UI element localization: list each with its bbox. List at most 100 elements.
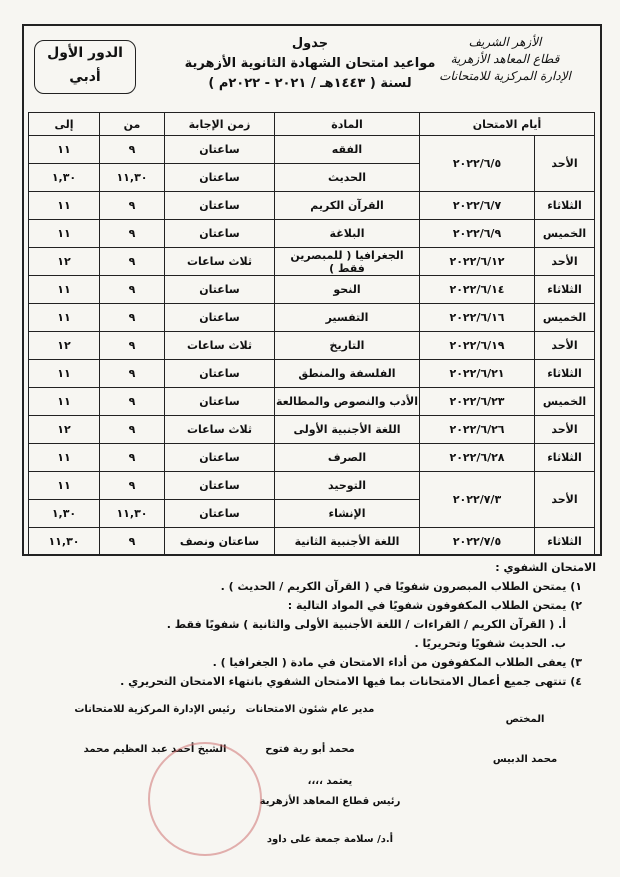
date: ٢٠٢٢/٦/٢١ bbox=[418, 359, 536, 388]
subject: التفسير bbox=[274, 303, 420, 332]
subject: الفقه bbox=[274, 135, 420, 164]
note: ٢) يمتحن الطلاب المكفوفون شفويًا في المو… bbox=[287, 599, 582, 612]
subject: البلاغة bbox=[274, 219, 420, 248]
date: ٢٠٢٢/٦/٥ bbox=[418, 135, 536, 192]
subject: التاريخ bbox=[274, 331, 420, 360]
end-time: ١١ bbox=[28, 135, 100, 164]
duration: ثلاث ساعات bbox=[164, 247, 275, 276]
duration: ساعتان bbox=[164, 135, 275, 164]
table-row: الثلاثاء ٢٠٢٢/٦/٢١ الفلسفة والمنطق ساعتان ٩ ١… bbox=[28, 359, 596, 388]
subject: اللغة الأجنبية الثانية bbox=[274, 527, 420, 556]
notes-heading: الامتحان الشفوي : bbox=[495, 561, 596, 574]
start-time: ٩ bbox=[99, 219, 165, 248]
subject: التوحيد bbox=[274, 471, 420, 500]
table-row: الإنشاء ساعتان ١١,٣٠ ١,٣٠ bbox=[28, 499, 595, 528]
start-time: ٩ bbox=[99, 247, 165, 276]
table-row: الأحد ٢٠٢٢/٦/٥ الفقه ساعتان ٩ ١١ bbox=[28, 135, 596, 192]
duration: ساعتان bbox=[164, 163, 275, 192]
notes: الامتحان الشفوي : ١) يمتحن الطلاب المبصرو… bbox=[26, 558, 596, 691]
approval-role: رئيس قطاع المعاهد الأزهرية bbox=[259, 796, 401, 807]
note: ٤) تنتهى جميع أعمال الامتحانات بما فيها … bbox=[120, 675, 582, 688]
start-time: ٩ bbox=[99, 415, 165, 444]
end-time: ١٢ bbox=[28, 415, 100, 444]
start-time: ٩ bbox=[99, 135, 165, 164]
subject: القرآن الكريم bbox=[274, 191, 420, 220]
approval-name: أ.د/ سلامة جمعة على داود bbox=[266, 834, 394, 845]
day: الخميس bbox=[534, 219, 596, 248]
date: ٢٠٢٢/٦/٢٨ bbox=[418, 443, 536, 472]
start-time: ٩ bbox=[99, 471, 165, 500]
institution: الأزهر الشريف قطاع المعاهد الأزهرية الإد… bbox=[430, 34, 580, 85]
day: الأحد bbox=[534, 331, 596, 360]
start-time: ٩ bbox=[99, 359, 165, 388]
duration: ساعتان bbox=[164, 275, 275, 304]
end-time: ١١ bbox=[28, 275, 100, 304]
start-time: ٩ bbox=[99, 331, 165, 360]
day: الأحد bbox=[534, 471, 596, 528]
table-row: الأحد ٢٠٢٢/٦/٢٦ اللغة الأجنبية الأولى ثلاث … bbox=[28, 415, 596, 444]
note: ب. الحديث شفويًا وتحريريًا . bbox=[414, 637, 566, 650]
column-header: المادة bbox=[274, 112, 420, 136]
end-time: ١٢ bbox=[28, 247, 100, 276]
title-line: لسنة ( ١٤٤٣هـ / ٢٠٢١ - ٢٠٢٢م ) bbox=[208, 76, 412, 91]
signature-role: المختص bbox=[505, 714, 545, 725]
start-time: ١١,٣٠ bbox=[99, 163, 165, 192]
duration: ساعتان bbox=[164, 191, 275, 220]
date: ٢٠٢٢/٦/٧ bbox=[418, 191, 536, 220]
day: الأحد bbox=[534, 247, 596, 276]
duration: ساعتان bbox=[164, 471, 275, 500]
date: ٢٠٢٢/٦/٢٣ bbox=[418, 387, 536, 416]
end-time: ١,٣٠ bbox=[28, 163, 100, 192]
approval: يعتمد ،،،، رئيس قطاع المعاهد الأزهرية أ.… bbox=[245, 772, 415, 850]
date: ٢٠٢٢/٦/١٤ bbox=[418, 275, 536, 304]
end-time: ١١ bbox=[28, 359, 100, 388]
round: الدور الأول bbox=[47, 45, 123, 61]
title-line: مواعيد امتحان الشهادة الثانوية الأزهرية bbox=[184, 56, 436, 71]
table-row: الأحد ٢٠٢٢/٦/١٩ التاريخ ثلاث ساعات ٩ ١٢ bbox=[28, 331, 596, 360]
duration: ساعتان ونصف bbox=[164, 527, 275, 556]
note: ٣) يعفى الطلاب المكفوفون من أداء الامتحا… bbox=[212, 656, 582, 669]
day: الخميس bbox=[534, 303, 596, 332]
signature: المختص محمد الدبيس bbox=[460, 700, 590, 780]
date: ٢٠٢٢/٧/٥ bbox=[418, 527, 536, 556]
institution-line: الإدارة المركزية للامتحانات bbox=[439, 69, 571, 83]
subject: الجغرافيا ( للمبصرين فقط ) bbox=[274, 247, 420, 276]
end-time: ١١,٣٠ bbox=[28, 527, 100, 556]
subject: الحديث bbox=[274, 163, 420, 192]
table-row: الثلاثاء ٢٠٢٢/٦/٧ القرآن الكريم ساعتان ٩ ١١ bbox=[28, 191, 596, 220]
schedule-table: أيام الامتحان المادة زمن الإجابة من إلى … bbox=[28, 112, 596, 556]
subject: الأدب والنصوص والمطالعة bbox=[274, 387, 420, 416]
end-time: ١١ bbox=[28, 471, 100, 500]
end-time: ١١ bbox=[28, 303, 100, 332]
subject: الإنشاء bbox=[274, 499, 420, 528]
round-box: الدور الأول أدبي bbox=[34, 40, 136, 94]
duration: ساعتان bbox=[164, 443, 275, 472]
date: ٢٠٢٢/٦/١٦ bbox=[418, 303, 536, 332]
approval-lead: يعتمد ،،،، bbox=[307, 776, 353, 787]
duration: ساعتان bbox=[164, 359, 275, 388]
table-row: الثلاثاء ٢٠٢٢/٦/١٤ النحو ساعتان ٩ ١١ bbox=[28, 275, 596, 304]
table-row: الثلاثاء ٢٠٢٢/٦/٢٨ الصرف ساعتان ٩ ١١ bbox=[28, 443, 596, 472]
date: ٢٠٢٢/٦/١٩ bbox=[418, 331, 536, 360]
institution-line: قطاع المعاهد الأزهرية bbox=[450, 52, 560, 66]
stamp bbox=[148, 742, 262, 856]
start-time: ٩ bbox=[99, 387, 165, 416]
column-header: زمن الإجابة bbox=[164, 112, 275, 136]
end-time: ١,٣٠ bbox=[28, 499, 100, 528]
column-header: إلى bbox=[28, 112, 100, 136]
day: الأحد bbox=[534, 135, 596, 192]
duration: ساعتان bbox=[164, 387, 275, 416]
date: ٢٠٢٢/٦/٩ bbox=[418, 219, 536, 248]
table-row: الخميس ٢٠٢٢/٦/١٦ التفسير ساعتان ٩ ١١ bbox=[28, 303, 596, 332]
day: الثلاثاء bbox=[534, 359, 596, 388]
start-time: ٩ bbox=[99, 191, 165, 220]
day: الخميس bbox=[534, 387, 596, 416]
end-time: ١١ bbox=[28, 219, 100, 248]
title-line: جدول bbox=[291, 36, 329, 51]
column-header: أيام الامتحان bbox=[418, 112, 596, 136]
note: أ. ( القرآن الكريم / القراءات / اللغة ال… bbox=[166, 618, 566, 631]
signature-role: رئيس الإدارة المركزية للامتحانات bbox=[74, 704, 236, 715]
table-row: الخميس ٢٠٢٢/٦/٢٣ الأدب والنصوص والمطالعة سا… bbox=[28, 387, 596, 416]
start-time: ٩ bbox=[99, 275, 165, 304]
